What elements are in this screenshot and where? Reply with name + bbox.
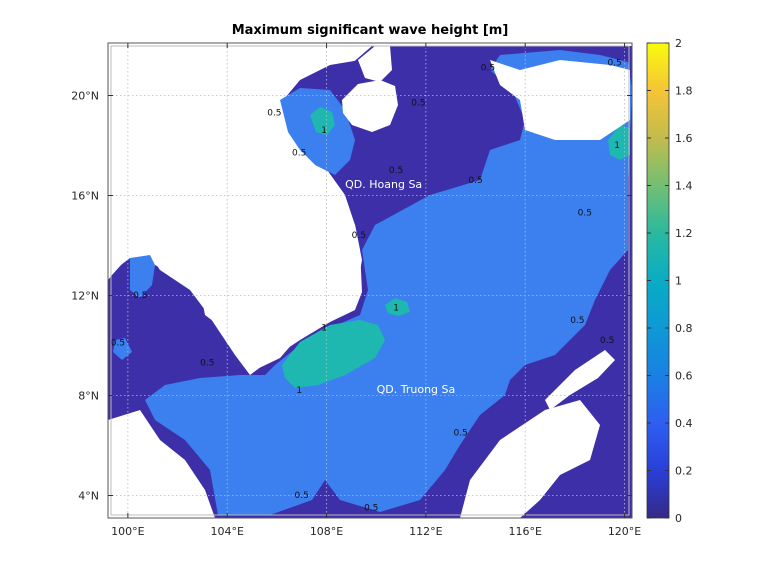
contour-label: 1	[614, 141, 620, 151]
chart-title: Maximum significant wave height [m]	[232, 23, 509, 38]
contour-label: 0.5	[481, 64, 495, 74]
high-wave-region-north	[310, 107, 335, 135]
gulf-thailand-mid	[130, 255, 155, 298]
land-hainan	[342, 80, 398, 132]
y-tick-label: 12°N	[71, 290, 99, 303]
contour-label: 0.5	[295, 491, 309, 501]
contour-label: 1	[296, 386, 302, 396]
land-indochina	[108, 46, 362, 375]
cape-mid	[113, 338, 132, 360]
place-annotations: QD. Hoang Sa QD. Truong Sa	[345, 178, 455, 396]
colorbar-tick-label: 1.8	[675, 85, 693, 98]
contour-label: 0.5	[411, 99, 425, 109]
contour-label: 0.5	[578, 209, 592, 219]
x-tick-label: 120°E	[608, 525, 641, 538]
contour-label: 0.5	[267, 109, 281, 119]
contour-label: 0.5	[364, 504, 378, 514]
colorbar-tick-label: 0	[675, 512, 682, 525]
contour-label: 0.5	[352, 231, 366, 241]
map-grid	[108, 43, 632, 518]
high-wave-region-center	[385, 298, 410, 316]
colorbar-tick-label: 1.2	[675, 227, 693, 240]
contour-label: 0.5	[200, 359, 214, 369]
x-tick-label: 116°E	[508, 525, 541, 538]
land-borneo	[460, 400, 600, 518]
wave-height-field	[108, 46, 632, 518]
y-tick-label: 4°N	[78, 490, 99, 503]
contour-label: 1	[321, 126, 327, 136]
colorbar-tick-label: 0.8	[675, 322, 693, 335]
x-tick-label: 100°E	[111, 525, 144, 538]
contour-label: 1	[393, 304, 399, 314]
colorbar-tick-label: 1	[675, 275, 682, 288]
x-tick-label: 112°E	[409, 525, 442, 538]
contour-label: 0.5	[111, 339, 125, 349]
x-tick-label: 108°E	[310, 525, 343, 538]
colorbar-tick-label: 1.6	[675, 132, 693, 145]
high-wave-region-south	[282, 320, 385, 388]
contour-label: 0.5	[453, 429, 467, 439]
contour-label: 0.5	[600, 336, 614, 346]
map-frame-inner	[110, 45, 630, 516]
land-palawan	[545, 350, 615, 410]
contour-label: 0.5	[570, 316, 584, 326]
contour-label: 0.5	[468, 176, 482, 186]
colorbar-tick-label: 0.2	[675, 465, 693, 478]
colorbar-tick-label: 0.6	[675, 370, 693, 383]
colorbar-ticks: 0 0.2 0.4 0.6 0.8 1 1.2 1.4 1.6 1.8 2	[647, 37, 693, 525]
colorbar-tick-label: 1.4	[675, 180, 693, 193]
x-tick-label: 104°E	[210, 525, 243, 538]
y-tick-label: 16°N	[71, 190, 99, 203]
y-tick-label: 20°N	[71, 90, 99, 103]
contour-label: 0.5	[389, 166, 403, 176]
contour-label: 0.5	[292, 149, 306, 159]
map-frame	[107, 42, 633, 519]
contour-labels: 0.5 0.5 0.5 0.5 1 0.5 1 0.5 0.5 0.5 0.5 0.5 1 1 0.5 0.5…	[111, 59, 622, 514]
contour-label: 0.5	[607, 59, 621, 69]
contour-label: 1	[321, 324, 327, 334]
colorbar-tick-label: 0.4	[675, 417, 693, 430]
colorbar-tick-label: 2	[675, 37, 682, 50]
y-tick-label: 8°N	[78, 390, 99, 403]
place-label: QD. Truong Sa	[377, 383, 456, 396]
mid-wave-region	[145, 50, 632, 515]
y-axis: 4°N 8°N 12°N 16°N 20°N	[71, 90, 632, 503]
x-axis: 100°E 104°E 108°E 112°E 116°E 120°E	[111, 43, 641, 538]
contour-label: 0.5	[133, 291, 147, 301]
place-label: QD. Hoang Sa	[345, 178, 422, 191]
land-leizhou	[358, 46, 392, 82]
land-malaysia-peninsula	[108, 410, 215, 518]
